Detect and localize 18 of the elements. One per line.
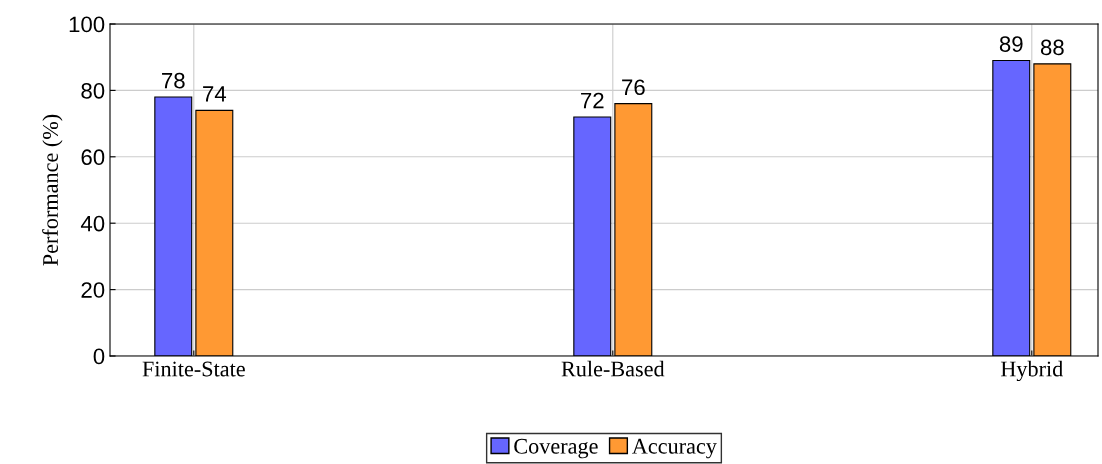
y-axis-title: Performance (%) xyxy=(42,114,63,266)
y-tick-label: 20 xyxy=(81,282,105,298)
data-label: 76 xyxy=(622,79,645,96)
y-tick-label: 40 xyxy=(80,215,105,232)
data-label: 89 xyxy=(999,36,1023,52)
y-tick-label: 60 xyxy=(81,149,105,166)
legend-label: Accuracy xyxy=(632,438,717,459)
data-label: 74 xyxy=(203,86,227,102)
x-tick-label: Rule-Based xyxy=(561,360,665,377)
y-tick-label: 100 xyxy=(69,16,105,33)
y-tick-label: 0 xyxy=(93,348,105,365)
y-tick-label: 80 xyxy=(81,82,105,99)
data-label: 72 xyxy=(581,92,604,109)
legend-label: Coverage xyxy=(514,438,598,459)
x-tick-label: Hybrid xyxy=(1000,360,1064,382)
data-label: 78 xyxy=(162,72,185,89)
x-tick-label: Finite-State xyxy=(142,361,245,377)
data-label: 88 xyxy=(1040,39,1064,56)
